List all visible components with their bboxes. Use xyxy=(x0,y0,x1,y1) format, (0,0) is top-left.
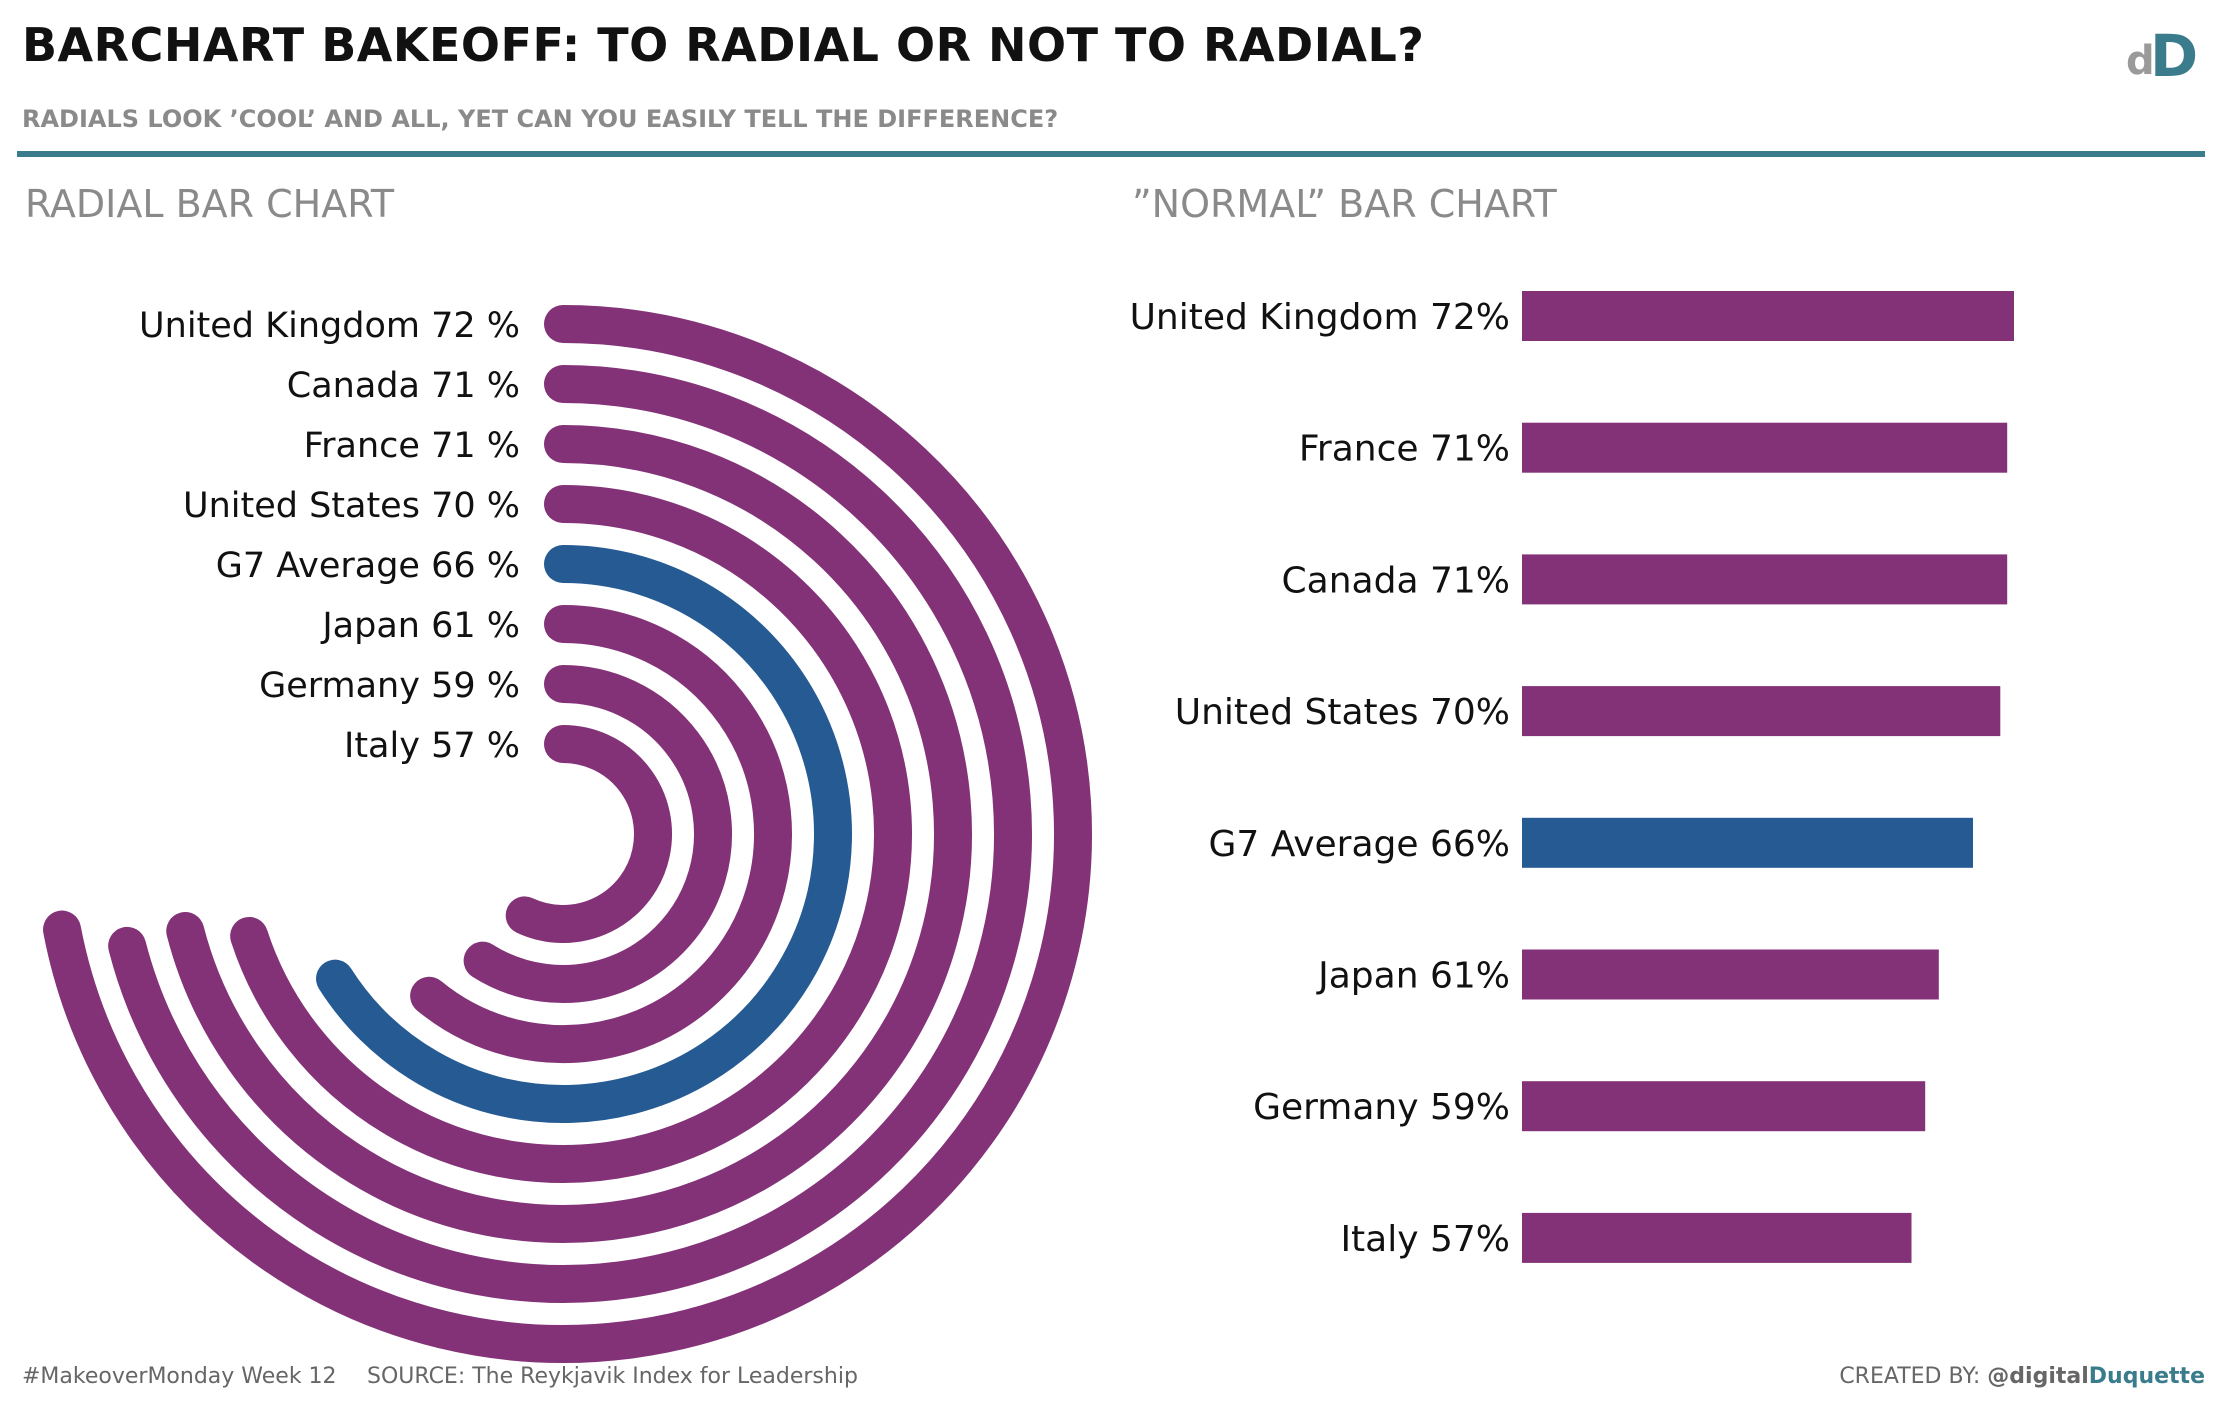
bar-japan xyxy=(1522,949,1939,1000)
radial-label-japan: Japan 61 % xyxy=(320,606,520,646)
bar-g7-average xyxy=(1522,817,1973,868)
bar-united-states xyxy=(1522,686,2001,737)
bar-label-united-states: United States 70% xyxy=(1175,692,1510,733)
radial-arc-germany xyxy=(463,665,732,1003)
page-subtitle: RADIALS LOOK ’COOL’ AND ALL, YET CAN YOU… xyxy=(22,105,1059,133)
bar-germany xyxy=(1522,1081,1926,1132)
radial-arc-italy xyxy=(505,725,672,943)
horizontal-bar-chart: United Kingdom 72% France 71% Canada 71% Un… xyxy=(1130,291,2014,1263)
bar-italy xyxy=(1522,1212,1912,1263)
bar-canada xyxy=(1522,554,2008,605)
radial-label-canada: Canada 71 % xyxy=(287,366,520,406)
footer-source: SOURCE: The Reykjavik Index for Leadersh… xyxy=(367,1364,858,1389)
radial-label-united-states: United States 70 % xyxy=(183,486,520,526)
radial-arc-united-kingdom xyxy=(43,305,1092,1363)
bar-label-france: France 71% xyxy=(1299,429,1510,470)
radial-arc-united-states xyxy=(230,485,912,1183)
radial-label-germany: Germany 59 % xyxy=(259,666,520,706)
radial-label-france: France 71 % xyxy=(304,426,520,466)
logo: d D xyxy=(2126,22,2198,82)
radial-arc-japan xyxy=(410,605,792,1063)
bar-label-canada: Canada 71% xyxy=(1282,560,1510,601)
page-title: BARCHART BAKEOFF: TO RADIAL OR NOT TO RA… xyxy=(22,18,1425,72)
radial-section-heading: RADIAL BAR CHART xyxy=(25,182,395,226)
bar-france xyxy=(1522,422,2008,473)
bar-label-g7-average: G7 Average 66% xyxy=(1208,824,1510,865)
bar-united-kingdom xyxy=(1522,291,2014,341)
footer-hashtag: #MakeoverMonday Week 12 xyxy=(22,1364,337,1389)
bar-label-germany: Germany 59% xyxy=(1253,1087,1510,1128)
footer-credit: CREATED BY: @digitalDuquette xyxy=(1839,1364,2205,1389)
logo-letter-small: d xyxy=(2126,38,2155,82)
footer-credit-prefix: CREATED BY: xyxy=(1839,1364,1988,1389)
bar-label-italy: Italy 57% xyxy=(1340,1219,1510,1260)
normal-section-heading: ”NORMAL” BAR CHART xyxy=(1132,182,1557,226)
footer-credit-handle-a: @digital xyxy=(1987,1364,2089,1389)
bar-label-united-kingdom: United Kingdom 72% xyxy=(1130,297,1510,338)
radial-label-italy: Italy 57 % xyxy=(344,726,520,766)
bar-label-japan: Japan 61% xyxy=(1316,956,1510,997)
radial-arc-canada xyxy=(108,365,1032,1303)
footer-credit-handle-b: Duquette xyxy=(2088,1364,2205,1389)
header-divider xyxy=(17,151,2205,157)
logo-letter-big: D xyxy=(2150,22,2198,82)
radial-arc-france xyxy=(166,425,972,1243)
radial-bar-chart: United Kingdom 72 % Canada 71 % France 71 … xyxy=(43,305,1092,1363)
radial-label-united-kingdom: United Kingdom 72 % xyxy=(139,306,520,346)
radial-label-g7-average: G7 Average 66 % xyxy=(216,546,520,586)
radial-arc-g7-average xyxy=(316,545,852,1123)
